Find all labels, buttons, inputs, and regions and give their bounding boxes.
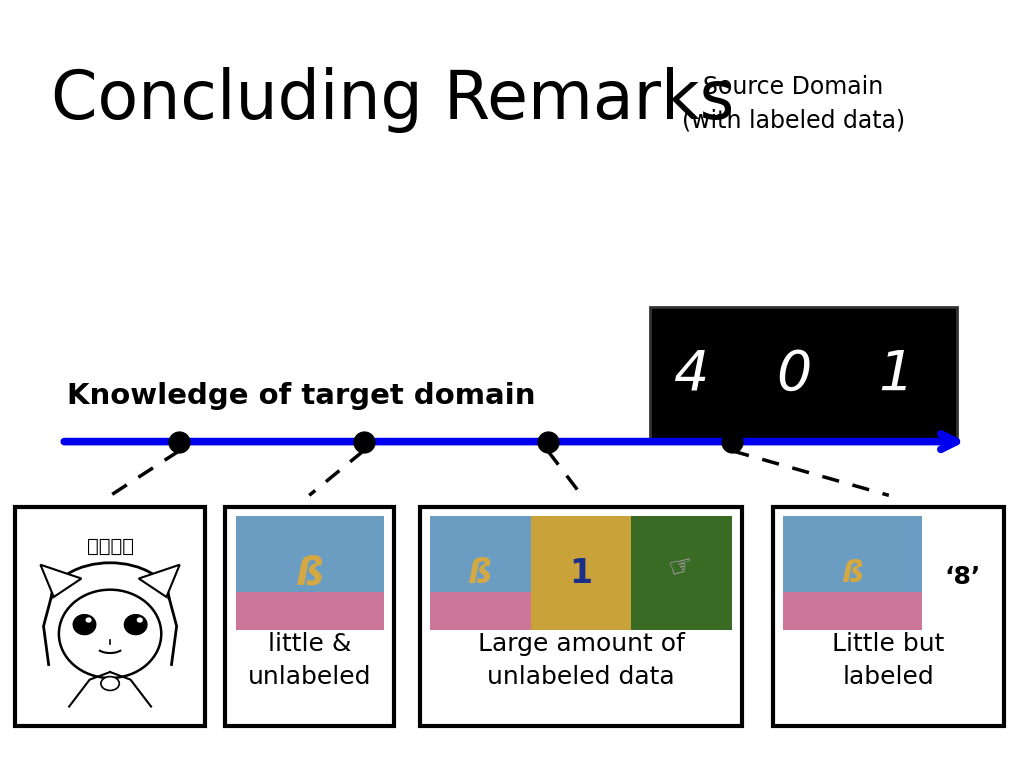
Text: ☞: ☞ bbox=[667, 551, 697, 584]
Polygon shape bbox=[40, 564, 82, 597]
FancyBboxPatch shape bbox=[530, 516, 632, 630]
Text: ß: ß bbox=[296, 554, 324, 592]
Ellipse shape bbox=[58, 590, 162, 678]
Ellipse shape bbox=[125, 614, 147, 634]
Text: 1: 1 bbox=[879, 348, 913, 401]
FancyBboxPatch shape bbox=[773, 507, 1004, 726]
Text: Source Domain
(with labeled data): Source Domain (with labeled data) bbox=[682, 75, 905, 132]
Text: ‘1’: ‘1’ bbox=[877, 332, 905, 352]
Text: 0: 0 bbox=[776, 348, 811, 401]
Text: Large amount of
unlabeled data: Large amount of unlabeled data bbox=[477, 632, 685, 689]
Text: 1: 1 bbox=[569, 557, 593, 590]
Ellipse shape bbox=[100, 677, 119, 690]
FancyBboxPatch shape bbox=[236, 592, 384, 630]
Text: ‘8’: ‘8’ bbox=[944, 565, 980, 589]
Ellipse shape bbox=[137, 617, 143, 623]
Text: Little but
labeled: Little but labeled bbox=[833, 632, 944, 689]
Text: little &
unlabeled: little & unlabeled bbox=[248, 632, 372, 689]
FancyBboxPatch shape bbox=[420, 507, 742, 726]
FancyBboxPatch shape bbox=[783, 592, 922, 630]
Ellipse shape bbox=[74, 614, 95, 634]
Text: Concluding Remarks: Concluding Remarks bbox=[51, 67, 734, 133]
Polygon shape bbox=[139, 564, 180, 597]
FancyBboxPatch shape bbox=[783, 516, 922, 592]
FancyBboxPatch shape bbox=[236, 516, 384, 592]
Text: ß: ß bbox=[468, 557, 493, 590]
Text: 稩不知道: 稩不知道 bbox=[87, 537, 133, 556]
FancyBboxPatch shape bbox=[15, 507, 205, 726]
FancyBboxPatch shape bbox=[430, 592, 530, 630]
Text: ‘4’: ‘4’ bbox=[674, 332, 702, 352]
Text: 4: 4 bbox=[674, 348, 709, 401]
Text: Knowledge of target domain: Knowledge of target domain bbox=[67, 382, 536, 409]
FancyBboxPatch shape bbox=[632, 516, 732, 630]
FancyBboxPatch shape bbox=[650, 307, 957, 442]
FancyBboxPatch shape bbox=[430, 516, 530, 592]
Text: ß: ß bbox=[842, 558, 863, 588]
FancyBboxPatch shape bbox=[225, 507, 394, 726]
Text: ‘0’: ‘0’ bbox=[777, 332, 806, 352]
Ellipse shape bbox=[85, 617, 92, 623]
